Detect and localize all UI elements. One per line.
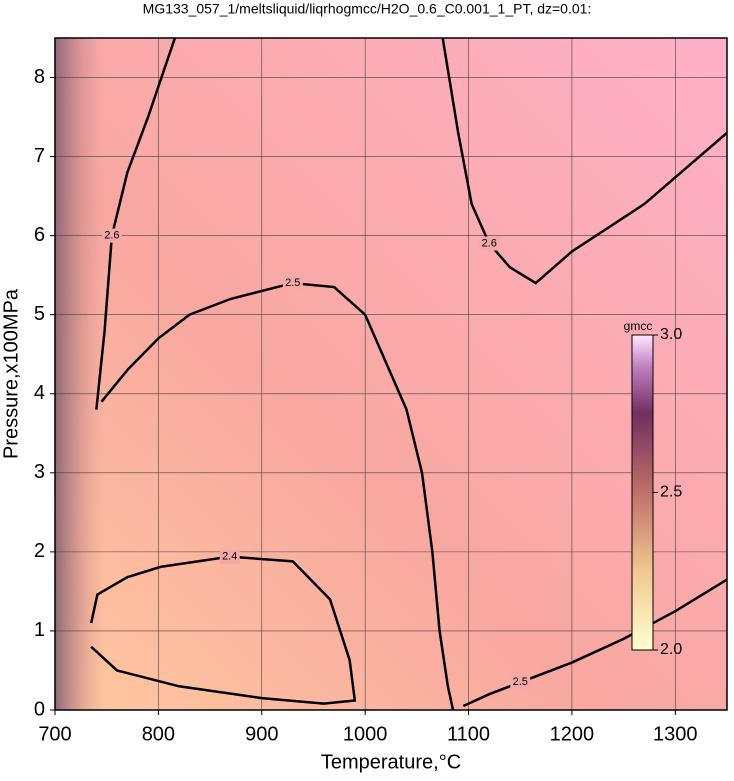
contour-line: [441, 38, 727, 285]
contour-label: 2.6: [104, 230, 119, 242]
chart-title: MG133_057_1/meltsliquid/liqrhogmcc/H2O_0…: [143, 1, 592, 17]
contour-label-bg: [510, 675, 531, 690]
contour-label-bg: [479, 236, 500, 251]
colorbar-tick-label: 3.0: [660, 326, 682, 343]
contour-label-bg: [101, 228, 122, 243]
x-axis-label: Temperature,°C: [321, 751, 461, 773]
y-tick-label: 7: [34, 145, 45, 167]
contour-label-bg: [219, 549, 240, 564]
x-tick-label: 800: [142, 723, 175, 745]
contour-label: 2.4: [222, 551, 237, 563]
x-tick-label: 900: [245, 723, 278, 745]
contour-line: [89, 555, 357, 705]
y-tick-label: 0: [34, 698, 45, 720]
contour-line: [100, 281, 455, 710]
contour-line: [462, 578, 727, 708]
contour-label: 2.5: [285, 277, 300, 289]
y-tick-label: 1: [34, 619, 45, 641]
colorbar: [631, 334, 654, 651]
y-tick-label: 5: [34, 303, 45, 325]
y-axis-label: Pressure,x100MPa: [0, 288, 22, 459]
x-tick-label: 1200: [550, 723, 595, 745]
steep-gradient-shade: [55, 38, 105, 710]
x-tick-label: 700: [38, 723, 71, 745]
contour-label: 2.5: [513, 676, 528, 688]
y-tick-label: 3: [34, 461, 45, 483]
y-tick-label: 6: [34, 224, 45, 246]
contour-label-bg: [282, 276, 303, 291]
y-tick-label: 8: [34, 66, 45, 88]
contour-label: 2.6: [482, 237, 497, 249]
x-tick-label: 1300: [653, 723, 698, 745]
x-tick-label: 1000: [343, 723, 388, 745]
colorbar-tick-label: 2.0: [660, 641, 682, 658]
colorbar-tick-label: 2.5: [660, 484, 682, 501]
plot-area: 2.5 2.5 2.6 2.6 2.4: [55, 38, 727, 710]
colorbar-label: gmcc: [624, 319, 653, 333]
x-tick-label: 1100: [447, 723, 490, 745]
y-tick-label: 4: [34, 382, 45, 404]
plot-frame: [54, 37, 728, 711]
y-tick-label: 2: [34, 540, 45, 562]
contour-line: [95, 38, 177, 410]
